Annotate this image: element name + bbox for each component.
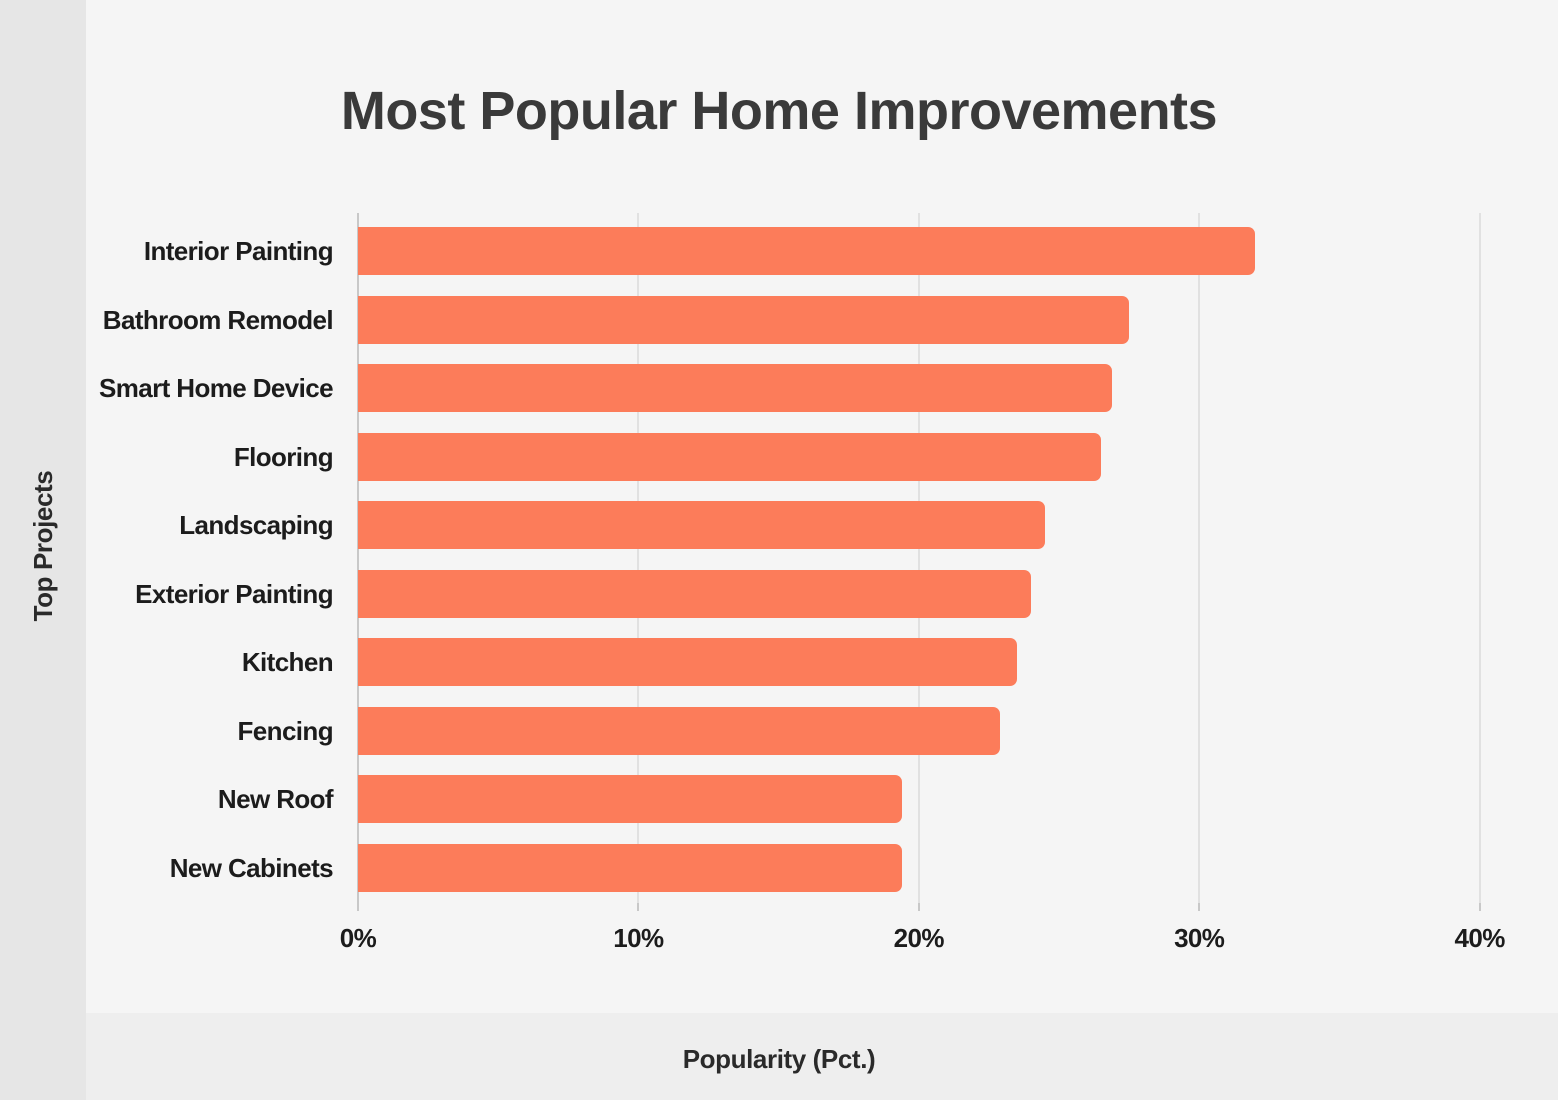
category-label: Fencing: [237, 715, 334, 746]
category-label: Kitchen: [241, 647, 334, 678]
gridline: [917, 213, 920, 903]
x-axis-tick: [357, 903, 359, 911]
x-axis-tick: [917, 903, 920, 911]
x-axis-tick: [637, 903, 640, 911]
category-label: New Roof: [217, 784, 334, 815]
chart-title: Most Popular Home Improvements: [340, 81, 1218, 141]
x-tick-label: 10%: [613, 923, 664, 953]
x-tick-label: 0%: [339, 923, 377, 953]
category-label: New Cabinets: [169, 852, 334, 883]
bar-row: Interior Painting: [0, 227, 1558, 275]
bar-row: Bathroom Remodel: [0, 295, 1558, 344]
bar: [358, 432, 1102, 481]
bar: [358, 843, 902, 892]
x-axis-tick: [1198, 903, 1201, 911]
category-label: Interior Painting: [143, 236, 334, 266]
bar: [358, 295, 1130, 344]
bar-row: Landscaping: [0, 501, 1558, 550]
bar: [358, 775, 902, 824]
bar-row: Fencing: [0, 706, 1558, 755]
bar: [358, 706, 1001, 755]
x-tick-label: 20%: [893, 923, 945, 953]
y-axis-line: [357, 213, 359, 903]
bar-row: Exterior Painting: [0, 569, 1558, 618]
category-label: Landscaping: [179, 510, 333, 541]
gridline: [1198, 213, 1201, 903]
bar-row: Kitchen: [0, 638, 1558, 687]
category-label: Smart Home Device: [98, 373, 334, 404]
bar: [358, 227, 1256, 275]
x-tick-label: 30%: [1174, 923, 1225, 953]
gridline: [637, 213, 640, 903]
x-axis-title: Popularity (Pct.): [682, 1044, 876, 1074]
bar-row: New Cabinets: [0, 843, 1558, 892]
category-label: Flooring: [233, 441, 334, 472]
left-sidebar-strip: Top Projects: [0, 0, 86, 1100]
category-label: Exterior Painting: [135, 578, 333, 609]
bar: [358, 364, 1113, 413]
bar: [358, 501, 1045, 550]
bar-row: New Roof: [0, 775, 1558, 824]
bar: [358, 569, 1031, 618]
bar-row: Smart Home Device: [0, 364, 1558, 413]
x-tick-label: 40%: [1454, 923, 1505, 953]
bar-row: Flooring: [0, 432, 1558, 481]
category-label: Bathroom Remodel: [102, 304, 334, 335]
x-axis-tick: [1478, 903, 1481, 911]
bottom-strip: [86, 1013, 1558, 1100]
bar: [358, 638, 1017, 687]
gridline: [1478, 213, 1481, 903]
